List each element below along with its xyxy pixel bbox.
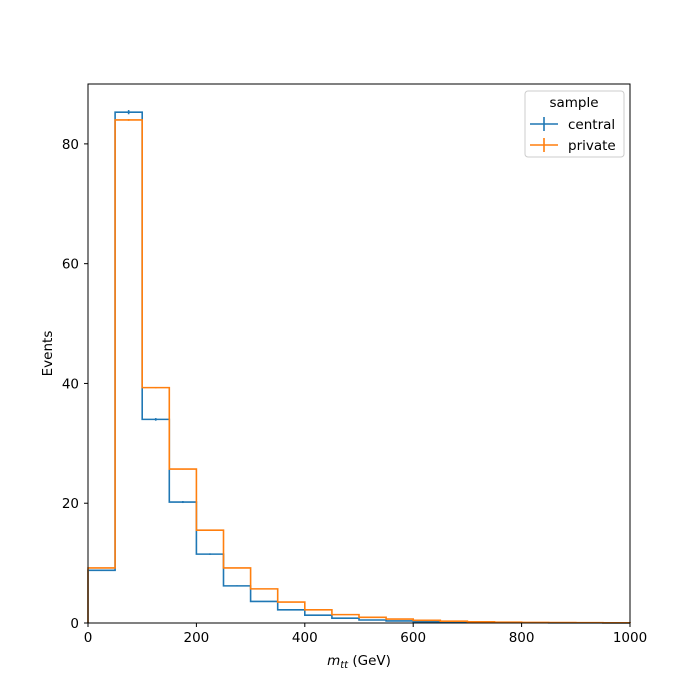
x-tick-label: 200 <box>184 630 210 646</box>
legend-label-central: central <box>568 117 615 133</box>
legend-item-central: central <box>530 117 615 133</box>
legend-title: sample <box>549 95 598 111</box>
x-axis-label-unit: (GeV) <box>348 653 391 669</box>
x-tick-label: 800 <box>509 630 535 646</box>
y-tick-label: 40 <box>62 376 79 392</box>
y-tick-label: 0 <box>70 616 79 632</box>
y-axis-label: Events <box>40 331 56 377</box>
legend-items: central private <box>530 117 616 154</box>
x-axis-label: mtt (GeV) <box>327 653 391 671</box>
series-private-step-line <box>87 119 631 624</box>
x-tick-label: 600 <box>400 630 426 646</box>
legend: sample central private <box>524 90 625 158</box>
x-tick-label: 1000 <box>613 630 647 646</box>
y-tick-label: 80 <box>62 137 79 153</box>
legend-box <box>524 90 625 158</box>
axis-ticks: 0 200 400 600 800 1000 0 20 40 60 80 <box>62 137 647 646</box>
y-tick-label: 20 <box>62 496 79 512</box>
x-tick-label: 400 <box>292 630 318 646</box>
axes-frame <box>87 83 631 624</box>
legend-label-private: private <box>568 138 616 154</box>
y-tick-label: 60 <box>62 257 79 273</box>
x-tick-label: 0 <box>84 630 93 646</box>
legend-item-private: private <box>530 138 616 154</box>
x-axis-label-subscript: tt <box>340 660 349 671</box>
x-axis-label-main: m <box>327 653 340 669</box>
